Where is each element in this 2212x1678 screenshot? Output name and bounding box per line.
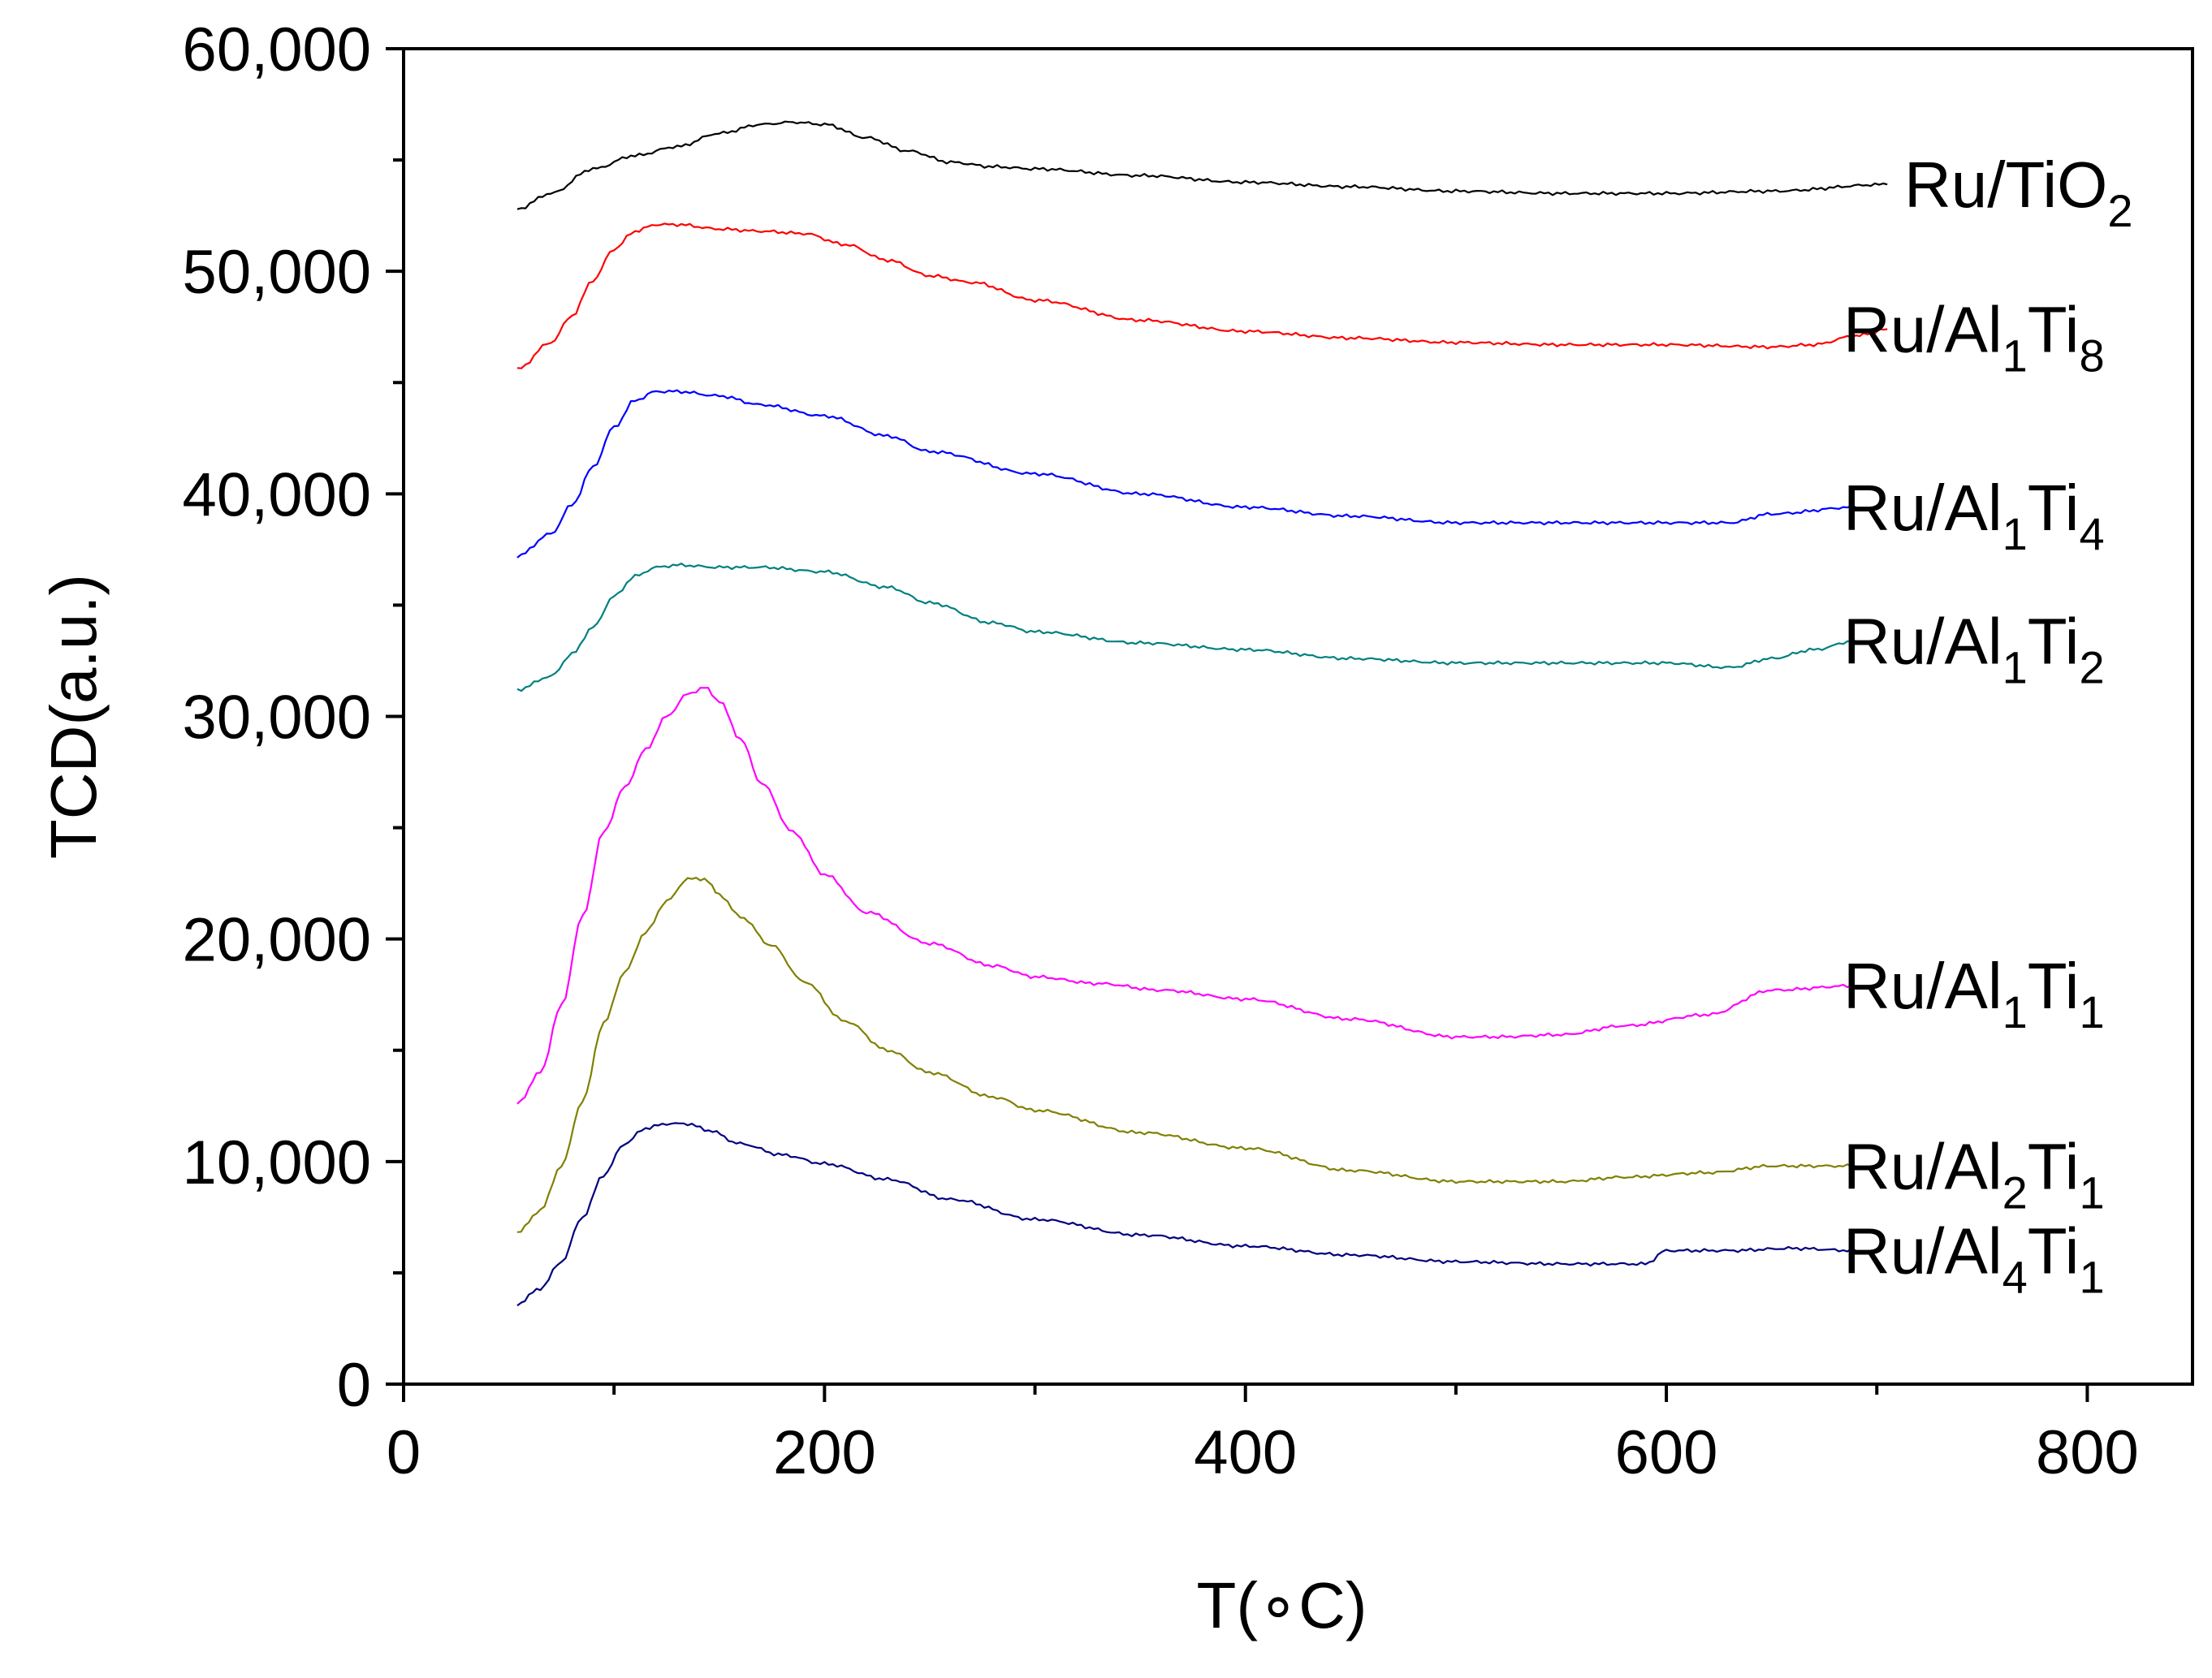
series-line	[516, 389, 1856, 559]
series-line	[516, 1122, 1856, 1307]
series-label: Ru/Al1Ti8	[1843, 293, 2105, 381]
series-label-text: Ru/Al	[1843, 472, 2002, 544]
x-tick-label: 0	[387, 1418, 421, 1487]
series-label-subscript: 1	[2079, 1252, 2104, 1303]
y-tick-label: 60,000	[183, 15, 371, 84]
series-label-subscript: 8	[2079, 330, 2104, 381]
series-label-subscript: 2	[2079, 641, 2104, 692]
series-label-text: Ru/Al	[1843, 293, 2002, 365]
y-tick-label: 10,000	[183, 1128, 371, 1197]
series-label-text: Ti	[2028, 1130, 2080, 1202]
series-labels: Ru/TiO2Ru/Al1Ti8Ru/Al1Ti4Ru/Al1Ti2Ru/Al1…	[1843, 149, 2133, 1302]
series-label-text: Ti	[2028, 1215, 2080, 1288]
y-tick-label: 30,000	[183, 684, 371, 753]
series-line	[516, 687, 1856, 1105]
series-label-text: Ru/Al	[1843, 1130, 2002, 1202]
series-label-text: Ru/Al	[1843, 605, 2002, 677]
series-label-text: Ru/TiO	[1904, 149, 2107, 221]
series-label-subscript: 2	[2002, 1167, 2028, 1218]
y-tick-label: 0	[337, 1351, 371, 1420]
series-label-text: Ru/Al	[1843, 950, 2002, 1022]
y-axis-title: TCD(a.u.)	[37, 574, 110, 859]
series-label-subscript: 2	[2107, 185, 2132, 236]
series-label-text: Ti	[2028, 605, 2080, 677]
y-tick-label: 40,000	[183, 460, 371, 529]
series-label: Ru/Al1Ti2	[1843, 605, 2105, 692]
series-label: Ru/Al4Ti1	[1843, 1215, 2105, 1303]
series-label-subscript: 1	[2079, 986, 2104, 1037]
series-label-subscript: 1	[2002, 986, 2028, 1037]
x-tick-label: 200	[773, 1418, 876, 1487]
x-tick-label: 600	[1615, 1418, 1718, 1487]
series-label-subscript: 1	[2002, 330, 2028, 381]
series-line	[516, 877, 1856, 1233]
series-label-subscript: 1	[2002, 508, 2028, 559]
series-label: Ru/Al2Ti1	[1843, 1130, 2105, 1218]
y-tick-label: 20,000	[183, 906, 371, 975]
series-label-text: Ti	[2028, 293, 2080, 365]
series-line	[516, 562, 1856, 692]
series-label-text: Ru/Al	[1843, 1215, 2002, 1288]
x-axis-title: T(∘C)	[1197, 1569, 1367, 1641]
y-tick-label: 50,000	[183, 238, 371, 307]
series-label-text: Ti	[2028, 472, 2080, 544]
series-line	[516, 222, 1888, 369]
series-label-subscript: 4	[2079, 508, 2104, 559]
series-label-text: Ti	[2028, 950, 2080, 1022]
series-label-subscript: 1	[2079, 1167, 2104, 1218]
x-axis: 0 200 400 600 800	[387, 1384, 2139, 1487]
series-line	[516, 120, 1888, 210]
x-tick-label: 400	[1194, 1418, 1297, 1487]
series-label: Ru/TiO2	[1904, 149, 2133, 236]
series-label: Ru/Al1Ti4	[1843, 472, 2105, 559]
y-axis: 0 10,000 20,000 30,000 40,000 50,000 60,000	[183, 15, 404, 1420]
series-label-subscript: 1	[2002, 641, 2028, 692]
series-label: Ru/Al1Ti1	[1843, 950, 2105, 1037]
series-layer	[516, 120, 1888, 1307]
series-label-subscript: 4	[2002, 1252, 2028, 1303]
x-tick-label: 800	[2036, 1418, 2139, 1487]
